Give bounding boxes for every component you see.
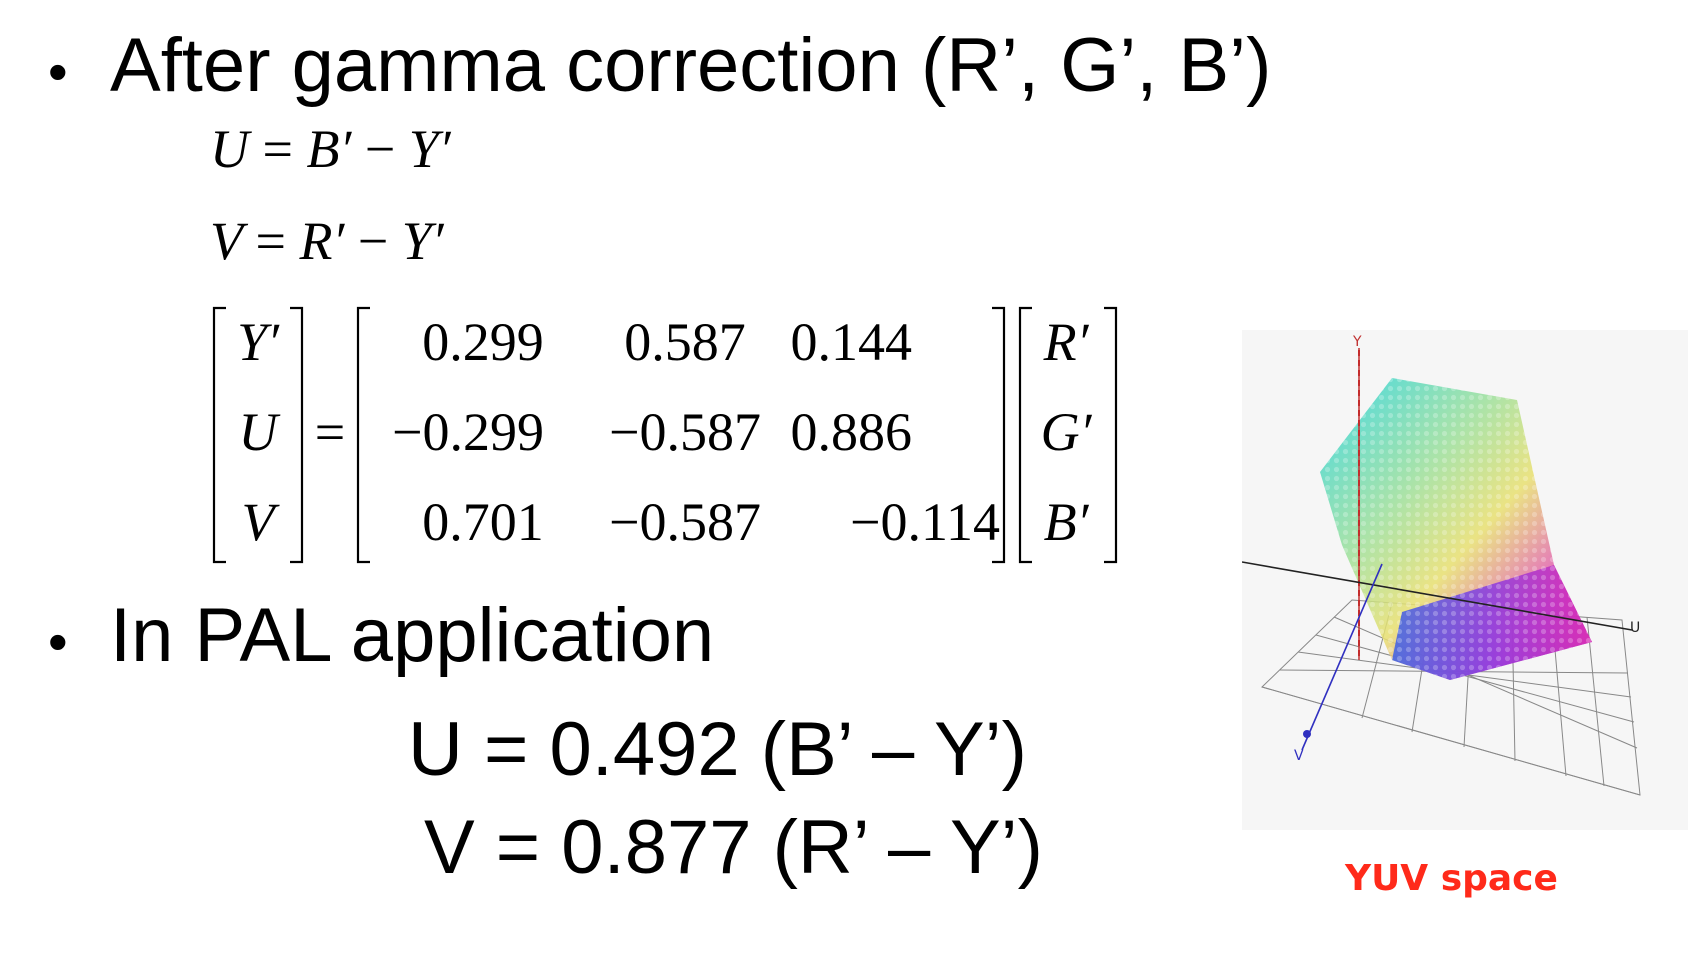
pal-u-equation: U = 0.492 (B’ – Y’) <box>408 707 1027 792</box>
output-v: V <box>242 492 281 552</box>
v-axis-line <box>1301 563 1383 751</box>
axes <box>1242 348 1633 751</box>
coef-r1c1: 0.299 <box>422 312 544 372</box>
input-left-bracket <box>1018 306 1032 564</box>
pal-v-equation: V = 0.877 (R’ – Y’) <box>424 805 1043 890</box>
output-left-bracket <box>212 306 226 564</box>
coef-r1c2: 0.587 <box>624 312 746 372</box>
yuv-space-figure: Y U V <box>1242 330 1688 830</box>
equation-v-definition: V = R′ − Y′ <box>210 211 444 271</box>
coef-r3c2: −0.587 <box>609 492 761 552</box>
coef-r1c3: 0.144 <box>791 312 913 372</box>
coef-left-bracket <box>356 306 370 564</box>
coef-r3c1: 0.701 <box>422 492 544 552</box>
input-b: B′ <box>1044 492 1090 552</box>
coef-r2c3: 0.886 <box>791 402 913 462</box>
axis-labels: Y U V <box>1294 334 1640 764</box>
yuv-space-caption: YUV space <box>1345 858 1558 899</box>
color-dots <box>1320 378 1592 680</box>
v-axis-label: V <box>1294 748 1304 764</box>
output-right-bracket <box>290 306 304 564</box>
u-axis-label: U <box>1630 620 1640 636</box>
matrix-equation: Y′ U V = 0.299 0.587 0.144 −0.299 −0.587… <box>212 306 1118 564</box>
bullet-dot-icon: • <box>48 610 68 673</box>
coef-r2c2: −0.587 <box>609 402 761 462</box>
matrix-equals: = <box>315 402 345 462</box>
bullet-pal-text: In PAL application <box>110 593 715 678</box>
bullet-gamma: • After gamma correction (R’, G’, B’) <box>48 22 1271 109</box>
coef-right-bracket <box>992 306 1006 564</box>
y-axis-label: Y <box>1352 334 1362 350</box>
input-g: G′ <box>1041 402 1093 462</box>
output-y: Y′ <box>237 312 280 372</box>
equation-u-definition: U = B′ − Y′ <box>210 119 451 179</box>
bullet-pal: • In PAL application <box>48 592 714 679</box>
coef-r3c3: −0.114 <box>850 492 1000 552</box>
output-u: U <box>239 402 281 462</box>
u-axis-line <box>1242 561 1633 631</box>
input-right-bracket <box>1104 306 1118 564</box>
v-axis-dot <box>1303 730 1311 738</box>
bullet-gamma-text: After gamma correction (R’, G’, B’) <box>110 23 1272 108</box>
bullet-dot-icon: • <box>48 40 68 103</box>
input-r: R′ <box>1043 312 1090 372</box>
coef-r2c1: −0.299 <box>392 402 544 462</box>
